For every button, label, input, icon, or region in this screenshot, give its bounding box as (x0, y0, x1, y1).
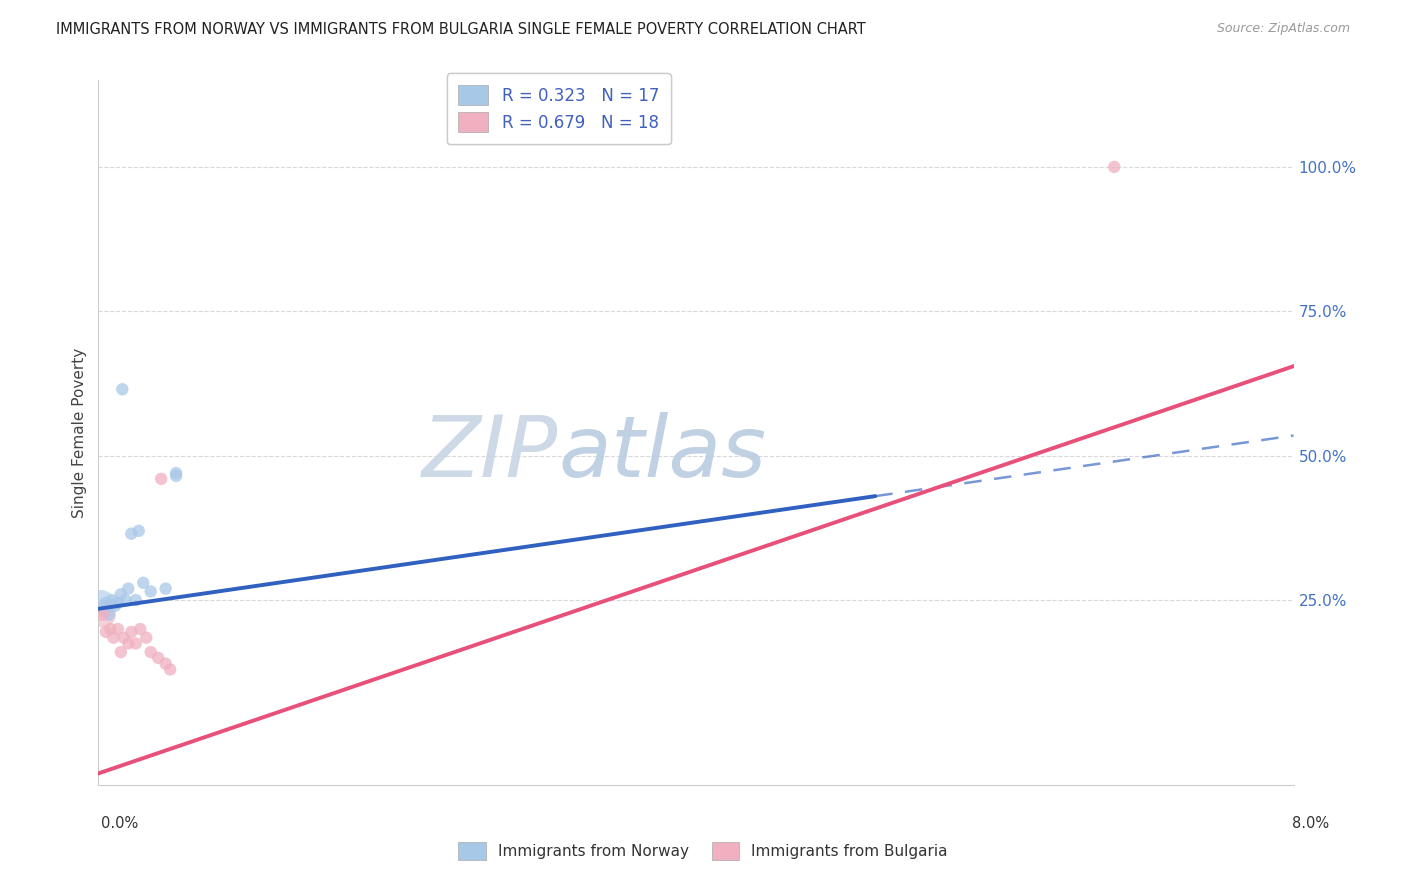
Point (117, 636, 139, 650)
Point (120, 624, 142, 639)
Point (94, 596, 117, 610)
Point (139, 645, 162, 659)
Legend: R = 0.323   N = 17, R = 0.679   N = 18: R = 0.323 N = 17, R = 0.679 N = 18 (447, 73, 671, 144)
Point (139, 584, 162, 599)
Text: ZIP: ZIP (422, 412, 558, 495)
Point (129, 622, 152, 636)
Text: Source: ZipAtlas.com: Source: ZipAtlas.com (1216, 22, 1350, 36)
Y-axis label: Single Female Poverty: Single Female Poverty (72, 348, 87, 517)
Point (125, 593, 148, 607)
Point (97, 607, 120, 622)
Text: 8.0%: 8.0% (1292, 816, 1329, 831)
Point (1104, 160, 1126, 174)
Point (104, 599, 127, 613)
Legend: Immigrants from Norway, Immigrants from Bulgaria: Immigrants from Norway, Immigrants from … (451, 836, 955, 866)
Point (159, 662, 181, 676)
Point (107, 622, 129, 636)
Point (110, 587, 132, 601)
Point (155, 582, 177, 596)
Point (132, 575, 155, 590)
Point (90, 596, 112, 610)
Point (101, 593, 124, 607)
Point (98, 622, 122, 636)
Point (128, 524, 150, 538)
Text: 0.0%: 0.0% (101, 816, 138, 831)
Point (91, 607, 114, 622)
Point (94, 624, 117, 639)
Point (165, 469, 187, 483)
Point (125, 636, 148, 650)
Point (111, 382, 134, 396)
Point (165, 466, 187, 480)
Point (114, 593, 136, 607)
Point (117, 582, 139, 596)
Text: IMMIGRANTS FROM NORWAY VS IMMIGRANTS FROM BULGARIA SINGLE FEMALE POVERTY CORRELA: IMMIGRANTS FROM NORWAY VS IMMIGRANTS FRO… (56, 22, 866, 37)
Point (150, 472, 173, 486)
Point (107, 596, 129, 610)
Point (91, 607, 114, 622)
Point (155, 657, 177, 671)
Text: atlas: atlas (558, 412, 766, 495)
Point (135, 631, 157, 645)
Point (110, 645, 132, 659)
Point (112, 631, 135, 645)
Point (103, 631, 125, 645)
Point (148, 651, 170, 665)
Point (120, 526, 142, 541)
